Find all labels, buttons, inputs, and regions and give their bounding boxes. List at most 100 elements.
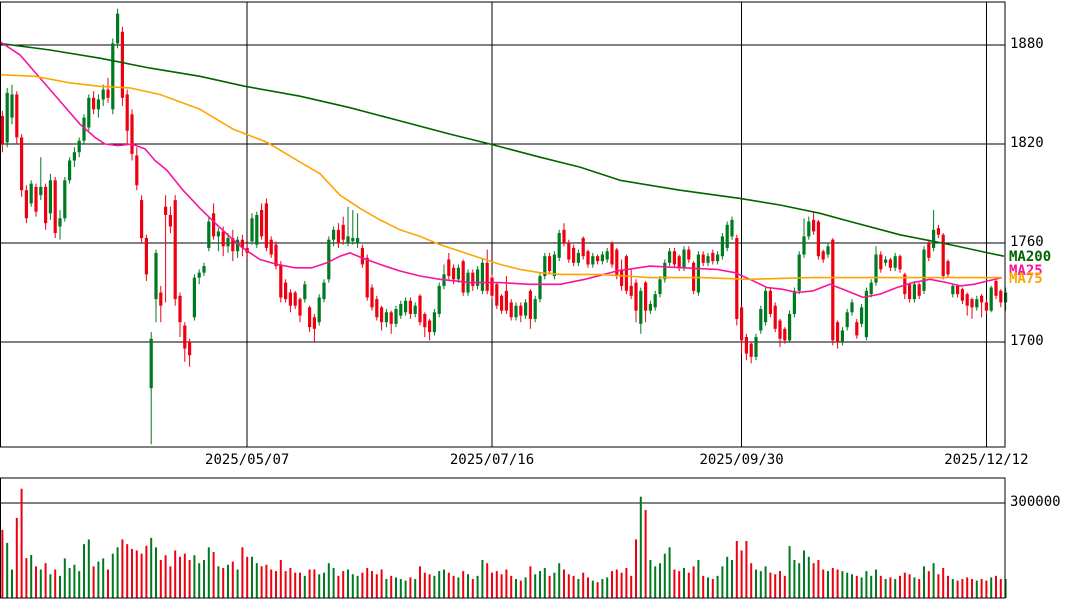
volume-bar (179, 556, 181, 598)
candle-body-up (63, 180, 67, 219)
volume-bar (769, 572, 772, 598)
candle-body-down (768, 290, 772, 314)
candle-body-down (293, 292, 297, 306)
volume-bar (908, 574, 911, 598)
volume-bar (548, 575, 551, 598)
volume-bar (975, 580, 978, 598)
volume-bar (894, 579, 897, 598)
volume-bar (68, 567, 71, 598)
candle-body-up (303, 284, 307, 300)
volume-bar (515, 579, 517, 598)
candle-body-up (764, 290, 768, 323)
volume-bar (985, 580, 988, 598)
volume-bar (932, 563, 935, 598)
volume-bar (54, 569, 57, 598)
volume-bar (649, 560, 652, 598)
volume-bar (846, 572, 849, 598)
candle-body-down (140, 200, 144, 239)
volume-bar (980, 579, 983, 598)
candle-body-down (984, 302, 988, 311)
volume-bar (899, 575, 901, 598)
volume-bar (462, 571, 465, 598)
volume-bar (395, 577, 397, 598)
candle-body-up (5, 92, 9, 143)
volume-bar (135, 550, 138, 598)
candle-body-up (792, 290, 796, 314)
candle-body-down (260, 210, 264, 237)
volume-bar (630, 575, 633, 598)
candle-body-down (106, 89, 110, 98)
ma-line-ma25 (0, 41, 1003, 299)
price-axis-label-1880: 1880 (1010, 36, 1044, 52)
volume-bar (947, 575, 949, 598)
candle-body-up (77, 140, 81, 153)
volume-bar (755, 569, 757, 598)
candle-body-down (970, 299, 974, 308)
volume-bar (606, 577, 609, 598)
candle-body-up (807, 221, 811, 237)
volume-bar (97, 561, 100, 598)
candle-body-up (111, 43, 115, 110)
volume-bar (663, 553, 666, 598)
candle-body-up (716, 254, 720, 262)
volume-bar (347, 569, 349, 598)
volume-bar (236, 569, 239, 598)
volume-bar (817, 560, 820, 598)
candle-body-down (34, 186, 38, 212)
volume-bar (299, 572, 301, 598)
candle-body-up (538, 276, 542, 300)
volume-bar (351, 574, 354, 598)
candle-body-down (572, 247, 576, 263)
volume-bar (860, 577, 863, 598)
volume-bar (591, 580, 594, 598)
volume-bar (927, 571, 930, 598)
candle-body-down (504, 290, 508, 311)
candle-body-up (826, 246, 830, 255)
volume-bar (635, 539, 637, 598)
volume-bar (11, 569, 13, 598)
candle-body-up (989, 287, 993, 311)
volume-bar (49, 574, 52, 598)
volume-bar (659, 563, 661, 598)
volume-bar (726, 556, 729, 598)
candle-body-down (173, 200, 177, 300)
candle-body-down (999, 290, 1003, 303)
volume-bar (567, 574, 570, 598)
volume-bar (654, 566, 657, 598)
candle-body-down (711, 252, 715, 262)
volume-bar (803, 550, 805, 598)
candle-body-down (701, 254, 705, 263)
volume-bar (995, 575, 997, 598)
volume-bar (366, 567, 369, 598)
volume-bar (716, 575, 719, 598)
candle-body-up (250, 218, 254, 242)
volume-bar (668, 547, 671, 598)
candle-body-down (980, 295, 984, 303)
candle-body-down (836, 322, 840, 342)
volume-bar (212, 552, 215, 598)
candle-body-down (240, 239, 244, 248)
candle-body-up (116, 13, 120, 44)
volume-bar (524, 577, 527, 598)
candle-body-down (370, 287, 374, 308)
volume-bar (150, 537, 153, 598)
volume-bar (217, 566, 220, 598)
volume-bar (284, 571, 287, 598)
candle-body-down (624, 256, 628, 291)
volume-bar (241, 547, 244, 598)
candle-body-up (874, 254, 878, 283)
candle-body-up (668, 251, 672, 263)
candle-body-down (159, 292, 163, 306)
candle-body-down (341, 224, 345, 240)
volume-bar (6, 542, 9, 598)
candle-body-up (29, 183, 33, 204)
candle-body-up (932, 229, 936, 248)
volume-bar (783, 575, 786, 598)
candle-body-down (389, 312, 393, 324)
candle-body-down (495, 284, 499, 306)
ma-line-ma200 (0, 42, 1005, 257)
volume-bar (44, 563, 47, 598)
volume-bar (265, 564, 268, 598)
candle-body-down (941, 234, 945, 276)
